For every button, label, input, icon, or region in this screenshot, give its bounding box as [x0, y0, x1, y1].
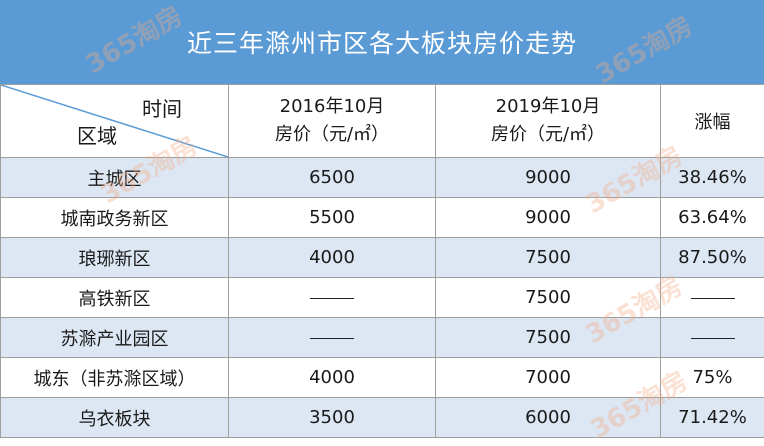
- price-2019-cell: 7500: [436, 238, 661, 278]
- header-growth: 涨幅: [661, 85, 764, 158]
- header-2019: 2019年10月 房价（元/㎡）: [436, 85, 661, 158]
- no-data-dash: [691, 298, 735, 299]
- table-row: 苏滁产业园区 7500: [1, 318, 764, 358]
- price-2019-cell: 6000: [436, 398, 661, 438]
- table-row: 主城区 6500 9000 38.46%: [1, 158, 764, 198]
- price-2019-cell: 7500: [436, 278, 661, 318]
- price-2016-cell: 4000: [229, 358, 436, 398]
- growth-cell: 87.50%: [661, 238, 764, 278]
- no-data-dash: [310, 338, 354, 339]
- price-2016-cell: [229, 318, 436, 358]
- region-cell: 主城区: [1, 158, 229, 198]
- price-2019-cell: 7000: [436, 358, 661, 398]
- header-2016: 2016年10月 房价（元/㎡）: [229, 85, 436, 158]
- price-2019-cell: 9000: [436, 198, 661, 238]
- table-row: 城南政务新区 5500 9000 63.64%: [1, 198, 764, 238]
- table-row: 城东（非苏滁区域） 4000 7000 75%: [1, 358, 764, 398]
- table-row: 琅琊新区 4000 7500 87.50%: [1, 238, 764, 278]
- header-row: 时间 区域 2016年10月 房价（元/㎡） 2019年10月 房价（元/㎡） …: [1, 85, 764, 158]
- header-2016-year: 2016年10月: [229, 93, 435, 121]
- price-2016-cell: 6500: [229, 158, 436, 198]
- growth-cell: 71.42%: [661, 398, 764, 438]
- growth-cell: 63.64%: [661, 198, 764, 238]
- price-2016-cell: 5500: [229, 198, 436, 238]
- growth-cell: 75%: [661, 358, 764, 398]
- no-data-dash: [691, 338, 735, 339]
- region-cell: 苏滁产业园区: [1, 318, 229, 358]
- price-2019-cell: 9000: [436, 158, 661, 198]
- growth-cell: [661, 278, 764, 318]
- header-time-label: 时间: [142, 93, 182, 122]
- diagonal-header-cell: 时间 区域: [1, 85, 229, 158]
- header-2019-year: 2019年10月: [436, 93, 660, 121]
- price-table: 时间 区域 2016年10月 房价（元/㎡） 2019年10月 房价（元/㎡） …: [0, 84, 764, 438]
- growth-cell: [661, 318, 764, 358]
- region-cell: 乌衣板块: [1, 398, 229, 438]
- header-region-label: 区域: [77, 120, 117, 149]
- region-cell: 琅琊新区: [1, 238, 229, 278]
- table-row: 高铁新区 7500: [1, 278, 764, 318]
- price-2016-cell: [229, 278, 436, 318]
- growth-cell: 38.46%: [661, 158, 764, 198]
- table-title: 近三年滁州市区各大板块房价走势: [0, 0, 764, 84]
- price-2016-cell: 4000: [229, 238, 436, 278]
- region-cell: 城南政务新区: [1, 198, 229, 238]
- table-row: 乌衣板块 3500 6000 71.42%: [1, 398, 764, 438]
- table-title-text: 近三年滁州市区各大板块房价走势: [187, 24, 577, 60]
- region-cell: 城东（非苏滁区域）: [1, 358, 229, 398]
- price-2016-cell: 3500: [229, 398, 436, 438]
- price-2019-cell: 7500: [436, 318, 661, 358]
- no-data-dash: [310, 298, 354, 299]
- header-2019-unit: 房价（元/㎡）: [436, 121, 660, 149]
- header-2016-unit: 房价（元/㎡）: [229, 121, 435, 149]
- region-cell: 高铁新区: [1, 278, 229, 318]
